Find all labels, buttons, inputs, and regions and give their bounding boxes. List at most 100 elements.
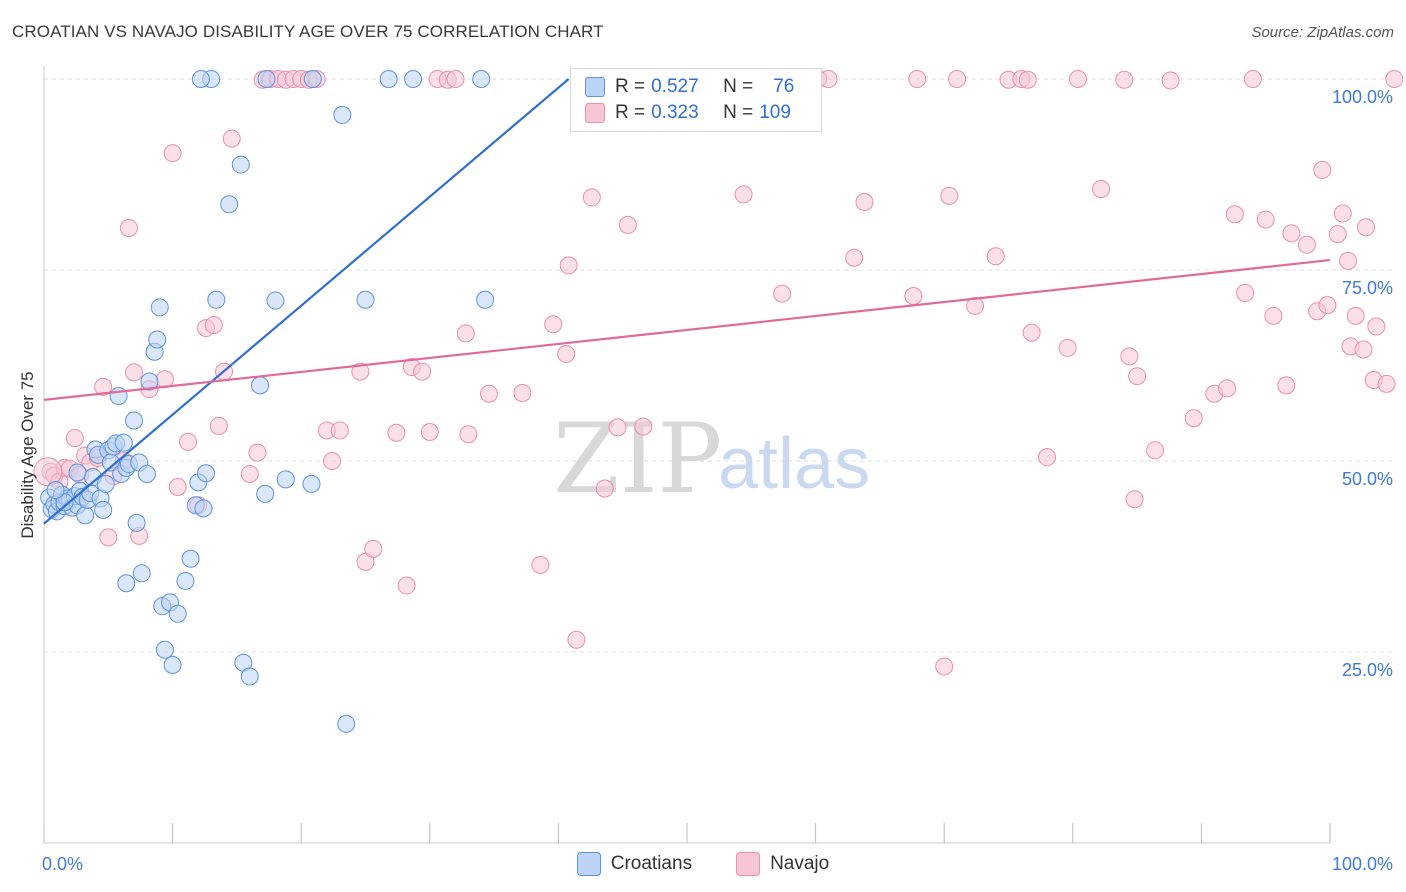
navajo-point	[1038, 448, 1057, 467]
n-label: N =	[723, 76, 754, 97]
navajo-point	[1256, 210, 1275, 229]
navajo-trend-line	[43, 258, 1331, 401]
navajo-point	[1328, 225, 1347, 244]
navajo-point	[1225, 205, 1244, 224]
navajo-point	[1184, 409, 1203, 428]
croatians-point	[251, 376, 270, 395]
legend-label-navajo: Navajo	[770, 853, 830, 874]
croatians-point	[276, 470, 295, 489]
navajo-point	[179, 432, 198, 451]
y-tick-label: 75.0%	[1342, 278, 1393, 298]
legend-row-croatians: R = 0.527 N = 76	[585, 75, 794, 99]
navajo-point	[1277, 376, 1296, 395]
navajo-point	[240, 464, 259, 483]
navajo-point	[634, 417, 653, 436]
legend-label-croatians: Croatians	[610, 853, 693, 874]
navajo-point	[1146, 441, 1165, 460]
navajo-point	[544, 315, 563, 334]
watermark: ZIP atlas	[553, 403, 870, 515]
croatians-point	[132, 564, 151, 583]
croatians-point	[231, 155, 250, 174]
croatians-point	[55, 493, 74, 512]
navajo-point	[456, 324, 475, 343]
navajo-swatch	[736, 852, 761, 876]
legend-item-navajo[interactable]: Navajo	[736, 852, 829, 876]
navajo-point	[209, 416, 228, 435]
y-tick-label: 100.0%	[1332, 87, 1393, 107]
navajo-point	[819, 70, 838, 88]
croatians-point	[114, 433, 133, 452]
navajo-point	[420, 422, 439, 441]
croatians-point	[356, 290, 375, 309]
navajo-point	[1313, 160, 1332, 179]
croatians-point	[266, 291, 285, 310]
legend-item-croatians[interactable]: Croatians	[576, 852, 693, 876]
croatians-swatch	[576, 852, 601, 876]
r-label: R =	[615, 76, 646, 97]
navajo-point	[1357, 218, 1376, 237]
source-label: Source: ZipAtlas.com	[1251, 24, 1394, 41]
navajo-point	[734, 185, 753, 204]
navajo-point	[1018, 70, 1037, 89]
navajo-point	[531, 555, 550, 574]
navajo-point	[1068, 70, 1087, 88]
croatians-point	[194, 499, 213, 518]
croatians-point	[168, 604, 187, 623]
croatians-point	[96, 474, 115, 493]
croatians-point	[125, 411, 144, 430]
y-axis-label: Disability Age Over 75	[18, 371, 37, 539]
tick-labels: 25.0% 50.0% 75.0% 100.0% 0.0% 100.0%	[42, 87, 1393, 874]
navajo-point	[1243, 70, 1262, 88]
navajo-point	[1125, 490, 1144, 509]
r-value: 0.527	[651, 76, 699, 97]
navajo-point	[1115, 70, 1134, 89]
croatians-point	[148, 330, 167, 349]
axes	[43, 66, 1331, 844]
croatians-point	[140, 372, 159, 391]
n-label: N =	[723, 102, 754, 123]
croatians-point	[220, 195, 239, 214]
navajo-point	[855, 193, 874, 212]
navajo-point	[940, 186, 959, 205]
navajo-point	[1120, 347, 1139, 366]
croatians-point	[207, 290, 226, 309]
croatians-point	[303, 70, 322, 88]
navajo-point	[567, 630, 586, 649]
x-tick-label: 100.0%	[1332, 854, 1393, 874]
r-value: 0.323	[651, 102, 699, 123]
navajo-point	[513, 384, 532, 403]
series-legend: Croatians Navajo	[0, 852, 1406, 876]
navajo-point	[1367, 317, 1386, 336]
navajo-point	[557, 345, 576, 364]
navajo-point	[935, 657, 954, 676]
navajo-point	[1354, 340, 1373, 359]
navajo-point	[966, 296, 985, 315]
navajo-point	[1377, 374, 1396, 393]
navajo-point	[908, 70, 927, 88]
navajo-point	[986, 247, 1005, 266]
n-value: 76	[773, 76, 795, 97]
croatians-point	[191, 70, 210, 88]
navajo-point	[1128, 367, 1147, 386]
watermark-atlas: atlas	[718, 424, 870, 504]
croatians-point	[94, 500, 113, 519]
navajo-point	[459, 425, 478, 444]
croatians-point	[302, 474, 321, 493]
croatians-point	[163, 655, 182, 674]
navajo-point	[1022, 323, 1041, 342]
n-value: 109	[759, 102, 791, 123]
croatians-point	[476, 290, 495, 309]
navajo-point	[125, 363, 144, 382]
trend-lines	[43, 78, 1331, 525]
navajo-point	[1236, 283, 1255, 302]
navajo-point	[948, 70, 967, 88]
croatians-point	[257, 70, 276, 88]
y-tick-label: 50.0%	[1342, 469, 1393, 489]
navajo-point	[1297, 235, 1316, 254]
navajo-point	[222, 129, 241, 148]
navajo-point	[204, 316, 223, 335]
navajo-point	[1092, 180, 1111, 199]
navajo-point	[1282, 224, 1301, 243]
navajo-point	[397, 576, 416, 595]
